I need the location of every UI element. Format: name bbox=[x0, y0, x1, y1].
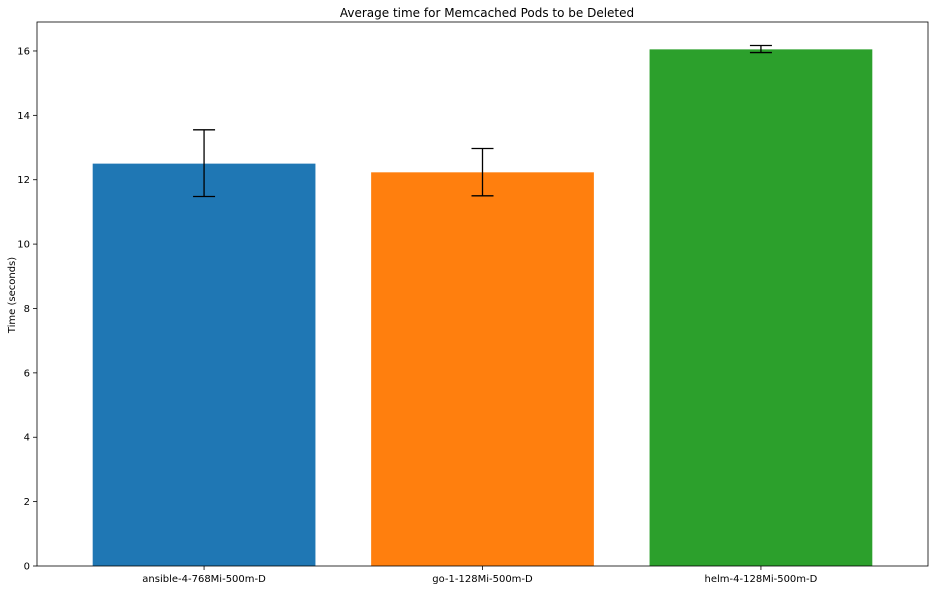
y-tick-label-10: 10 bbox=[17, 240, 30, 251]
bar-2 bbox=[371, 172, 594, 566]
y-tick-label-8: 8 bbox=[24, 304, 30, 315]
y-tick-label-4: 4 bbox=[24, 433, 30, 444]
plot-area: ansible-4-768Mi-500m-D go-1-128Mi-500m-D h… bbox=[17, 21, 929, 585]
chart-title: Average time for Memcached Pods to be De… bbox=[340, 6, 634, 20]
x-tick-label-2: go-1-128Mi-500m-D bbox=[432, 574, 533, 585]
bar-1 bbox=[92, 163, 316, 566]
y-tick-label-6: 6 bbox=[24, 368, 30, 379]
y-axis-label: Time (seconds) bbox=[7, 257, 18, 334]
y-tick-label-12: 12 bbox=[17, 175, 30, 186]
x-tick-label-3: helm-4-128Mi-500m-D bbox=[705, 574, 818, 585]
x-tick-label-1: ansible-4-768Mi-500m-D bbox=[142, 574, 266, 585]
y-tick-label-16: 16 bbox=[17, 46, 30, 57]
plot-frame bbox=[36, 21, 929, 567]
y-tick-label-0: 0 bbox=[24, 562, 30, 573]
y-tick-label-2: 2 bbox=[24, 497, 30, 508]
y-tick-label-14: 14 bbox=[17, 111, 30, 122]
bar-3 bbox=[649, 49, 873, 567]
